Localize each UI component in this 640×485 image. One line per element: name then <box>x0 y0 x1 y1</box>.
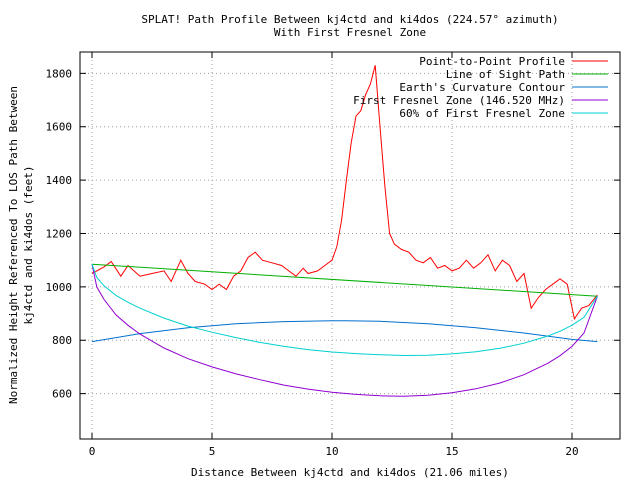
legend-label-5: 60% of First Fresnel Zone <box>399 107 565 120</box>
series-group <box>91 65 598 397</box>
series-line-4 <box>91 264 598 397</box>
y-tick-label: 600 <box>52 388 72 401</box>
x-tick-label: 0 <box>89 445 96 458</box>
y-tick-label: 1000 <box>46 281 73 294</box>
series-line-2 <box>91 263 598 297</box>
y-tick-label: 1800 <box>46 67 73 80</box>
y-tick-label: 1400 <box>46 174 73 187</box>
series-line-5 <box>91 264 598 357</box>
series-line-3 <box>91 320 598 343</box>
x-tick-label: 5 <box>209 445 216 458</box>
series-line-1 <box>91 65 598 321</box>
axis-ticks: 0 5 10 15 20 600 800 1000 1200 1400 1600 1800 <box>46 52 620 458</box>
y-tick-label: 1200 <box>46 227 73 240</box>
x-axis-label: Distance Between kj4ctd and ki4dos (21.0… <box>191 466 509 479</box>
y-tick-label: 1600 <box>46 121 73 134</box>
y-axis-label-line-2: kj4ctd and ki4dos (feet) <box>22 166 35 325</box>
chart-subtitle: With First Fresnel Zone <box>274 26 426 39</box>
legend-label-1: Point-to-Point Profile <box>419 55 565 68</box>
x-tick-label: 10 <box>325 445 338 458</box>
grid <box>80 52 620 439</box>
y-tick-label: 800 <box>52 334 72 347</box>
legend-label-4: First Fresnel Zone (146.520 MHz) <box>353 94 565 107</box>
legend-label-3: Earth's Curvature Contour <box>399 81 565 94</box>
y-axis-label-line-1: Normalized Height Referenced To LOS Path… <box>7 86 20 404</box>
legend-label-2: Line of Sight Path <box>446 68 565 81</box>
x-tick-label: 15 <box>445 445 458 458</box>
chart-title: SPLAT! Path Profile Between kj4ctd and k… <box>141 13 558 26</box>
x-tick-label: 20 <box>565 445 578 458</box>
plot-frame <box>79 51 621 440</box>
